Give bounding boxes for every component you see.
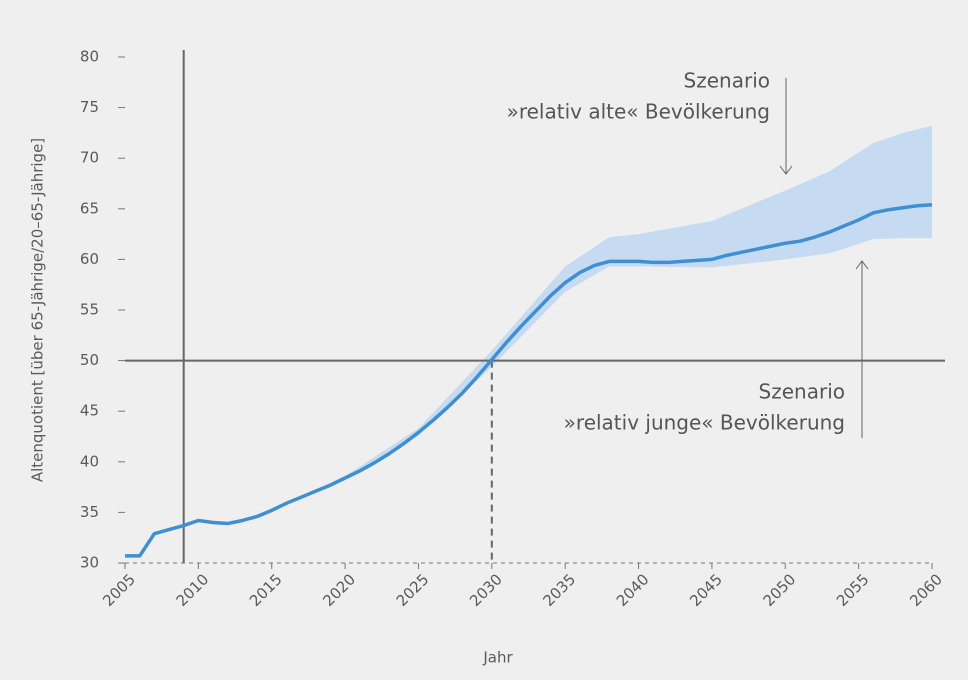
x-tick-label: 2040 [613,570,653,610]
y-tick-label: 75 [80,98,99,116]
y-tick-label: 50 [80,351,99,369]
x-tick-label: 2050 [760,570,800,610]
x-tick-label: 2005 [99,570,139,610]
x-tick-label: 2045 [686,570,726,610]
annotation: Szenario [759,380,845,404]
y-tick-label: 30 [80,554,99,572]
y-axis-label: Altenquotient [über 65-Jährige/20–65-Jäh… [29,138,47,482]
x-tick-label: 2025 [393,570,433,610]
annotation: Szenario [684,69,770,93]
x-tick-label: 2060 [906,570,946,610]
x-tick-label: 2010 [173,570,213,610]
y-tick-label: 45 [80,402,99,420]
arrow-down [779,78,793,175]
annotation: »relativ junge« Bevölkerung [564,411,845,435]
y-tick-label: 70 [80,149,99,167]
x-tick-label: 2015 [246,570,286,610]
y-tick-label: 40 [80,452,99,470]
x-tick-label: 2020 [319,570,359,610]
y-tick-label: 80 [80,48,99,66]
annotation: »relativ alte« Bevölkerung [507,100,770,124]
y-tick-label: 35 [80,503,99,521]
x-tick-label: 2030 [466,570,506,610]
x-tick-label: 2035 [539,570,579,610]
scenario-band [315,125,932,493]
line [125,203,933,558]
arrow-up [855,260,869,438]
x-tick-label: 2055 [833,570,873,610]
y-tick-label: 60 [80,250,99,268]
x-axis-label: Jahr [482,649,513,667]
y-tick-label: 55 [80,301,99,319]
y-tick-label: 65 [80,199,99,217]
